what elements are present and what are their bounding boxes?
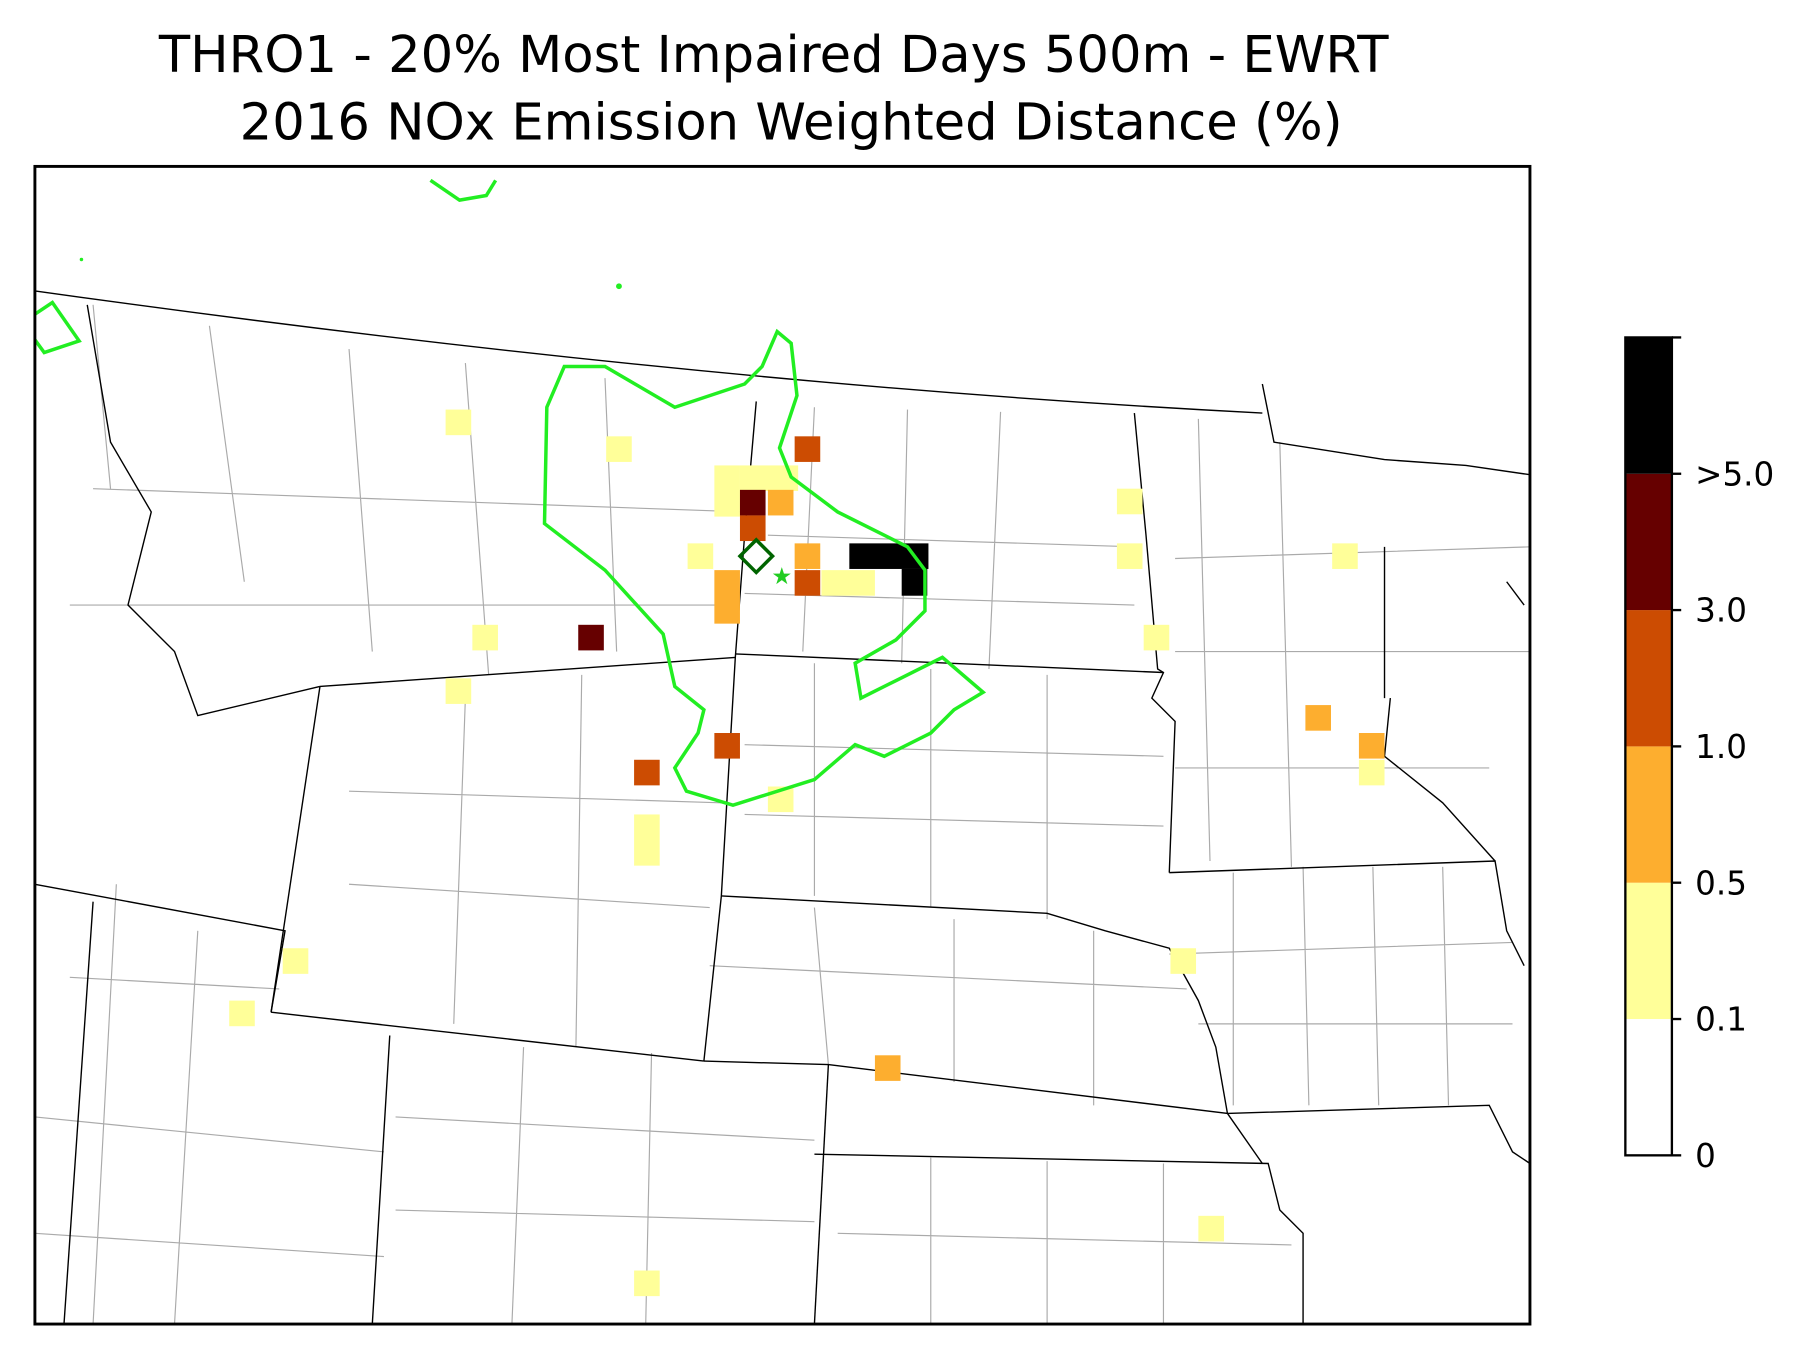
colorbar-label: 1.0: [1695, 728, 1747, 766]
site-marker: [737, 537, 776, 575]
contour-dot: [616, 283, 622, 290]
colorbar-segment: [1625, 473, 1672, 611]
colorbar-segment: [1625, 337, 1672, 474]
colorbar-segment: [1625, 1019, 1672, 1156]
title-line: 2016 NOx Emission Weighted Distance (%): [240, 93, 1343, 153]
contour-dot: [79, 257, 84, 262]
colorbar-label: 0: [1695, 1137, 1716, 1175]
contour: [33, 178, 987, 807]
emission-cells: [229, 409, 1385, 1297]
colorbar: 0 0.1 0.5 1.0 3.0 >5.0: [1624, 336, 1774, 1175]
colorbar-segment: [1625, 882, 1672, 1020]
colorbar-label: 0.1: [1695, 1001, 1747, 1039]
colorbar-label: 0.5: [1695, 864, 1747, 902]
title-line: THRO1 - 20% Most Impaired Days 500m - EW…: [158, 25, 1389, 85]
star-marker: ★: [771, 563, 792, 590]
colorbar-segment: [1625, 746, 1672, 883]
map: ★: [33, 164, 1532, 1326]
colorbar-label: >5.0: [1695, 455, 1774, 493]
colorbar-segment: [1625, 610, 1672, 747]
county-lines: [34, 304, 1530, 1325]
map-frame: [33, 164, 1532, 1326]
colorbar-label: 3.0: [1695, 592, 1747, 630]
